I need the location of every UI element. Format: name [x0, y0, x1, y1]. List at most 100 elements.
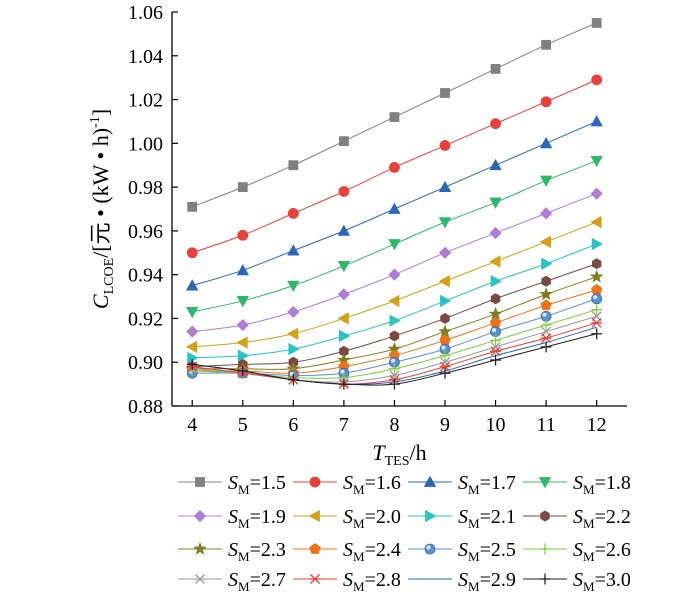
legend-label: SM=2.8 — [343, 569, 401, 594]
series-1.5 — [187, 18, 602, 212]
legend-label: SM=2.0 — [343, 506, 401, 531]
data-point — [540, 299, 552, 311]
data-point — [539, 137, 553, 149]
legend-marker — [195, 477, 205, 487]
series-1.7 — [186, 115, 603, 291]
data-point — [388, 294, 400, 308]
data-point — [186, 247, 198, 259]
y-axis-title: CLCOE/[元 • (kW • h)-1] — [88, 109, 117, 309]
y-axis-title-group: CLCOE/[元 • (kW • h)-1] — [88, 109, 117, 309]
data-point — [338, 378, 350, 390]
y-tick-label: 1.04 — [128, 46, 163, 68]
data-point — [489, 158, 502, 171]
legend-marker — [539, 573, 551, 585]
data-point — [539, 235, 552, 249]
data-point — [591, 317, 603, 328]
legend-entry-1.5: SM=1.5 — [178, 472, 286, 497]
series-2.4 — [186, 283, 603, 379]
series-layer — [185, 18, 604, 390]
x-tick-label: 11 — [536, 414, 555, 436]
data-point — [237, 349, 250, 362]
data-point — [489, 227, 502, 240]
data-point — [389, 162, 400, 173]
data-point — [338, 186, 350, 197]
series-1.6 — [186, 74, 603, 259]
data-point — [540, 319, 552, 331]
legend-label: SM=2.4 — [343, 539, 401, 564]
series-line — [192, 160, 597, 313]
data-point — [438, 180, 452, 193]
data-point — [589, 269, 604, 283]
data-point — [591, 18, 602, 28]
data-point — [440, 88, 450, 98]
data-point — [388, 363, 400, 375]
data-point — [287, 327, 299, 340]
data-point — [591, 304, 603, 316]
y-tick-label: 1.00 — [128, 133, 163, 155]
legend-marker — [538, 477, 552, 489]
data-point — [288, 160, 299, 171]
x-tick-label: 12 — [587, 414, 607, 436]
legend-label: SM=2.7 — [228, 569, 286, 594]
data-point — [388, 202, 401, 214]
axis-labels: TTES/h CLCOE/[元 • (kW • h)-1] — [88, 109, 427, 469]
data-point — [439, 361, 451, 372]
data-point — [389, 356, 400, 368]
data-point — [591, 258, 602, 270]
data-point — [288, 342, 300, 356]
data-point — [287, 374, 299, 386]
data-point — [540, 96, 552, 108]
axes: 4 5 6 7 8 9 10 11 12 0.88 0.90 0.92 0.94 0.96 0.98 1.00… — [128, 2, 627, 436]
series-2.1 — [187, 237, 603, 365]
legend-label: SM=3.0 — [573, 569, 631, 594]
data-point — [338, 329, 351, 343]
legend-entry-2.6: SM=2.6 — [523, 539, 631, 564]
legend-marker — [195, 574, 205, 584]
series-1.8 — [186, 155, 603, 319]
legend-label: SM=1.9 — [228, 506, 286, 531]
y-tick-label: 0.88 — [128, 396, 163, 418]
series-line — [192, 193, 597, 333]
legend-marker — [423, 475, 437, 487]
legend-entry-2.4: SM=2.4 — [293, 539, 401, 564]
data-point — [236, 318, 249, 332]
legend-marker — [309, 543, 321, 554]
data-point — [590, 187, 603, 200]
data-point — [490, 326, 501, 337]
data-point — [539, 175, 553, 187]
data-point — [388, 378, 400, 390]
y-tick-label: 1.06 — [128, 2, 163, 24]
data-point — [590, 155, 603, 168]
data-point — [186, 325, 199, 338]
data-point — [540, 341, 552, 353]
legend-label: SM=2.6 — [573, 539, 631, 564]
data-point — [237, 365, 249, 377]
legend-label: SM=2.9 — [458, 569, 516, 594]
data-point — [337, 224, 351, 236]
y-tick-label: 0.92 — [128, 308, 163, 330]
legend-marker — [540, 510, 550, 522]
data-point — [591, 328, 603, 340]
data-point — [439, 140, 451, 151]
data-point — [338, 136, 349, 147]
y-tick-label: 1.02 — [128, 90, 163, 112]
data-point — [591, 237, 603, 251]
legend-marker — [308, 509, 320, 523]
x-axis-title: TTES/h — [372, 440, 426, 469]
x-tick-label: 10 — [486, 414, 506, 436]
data-point — [439, 350, 451, 362]
legend-entry-2.1: SM=2.1 — [408, 506, 516, 531]
legend-entry-2.2: SM=2.2 — [523, 506, 631, 531]
legend-label: SM=1.6 — [343, 472, 401, 497]
x-tick-label: 9 — [440, 414, 450, 436]
legend-entry-3.0: SM=3.0 — [523, 569, 631, 594]
data-point — [337, 261, 351, 273]
data-point — [236, 296, 249, 308]
x-tick-label: 8 — [389, 414, 399, 436]
data-point — [540, 207, 553, 220]
x-tick-label: 5 — [238, 414, 248, 436]
legend-marker — [193, 509, 207, 523]
legend-label: SM=1.5 — [228, 472, 286, 497]
data-point — [490, 334, 502, 346]
